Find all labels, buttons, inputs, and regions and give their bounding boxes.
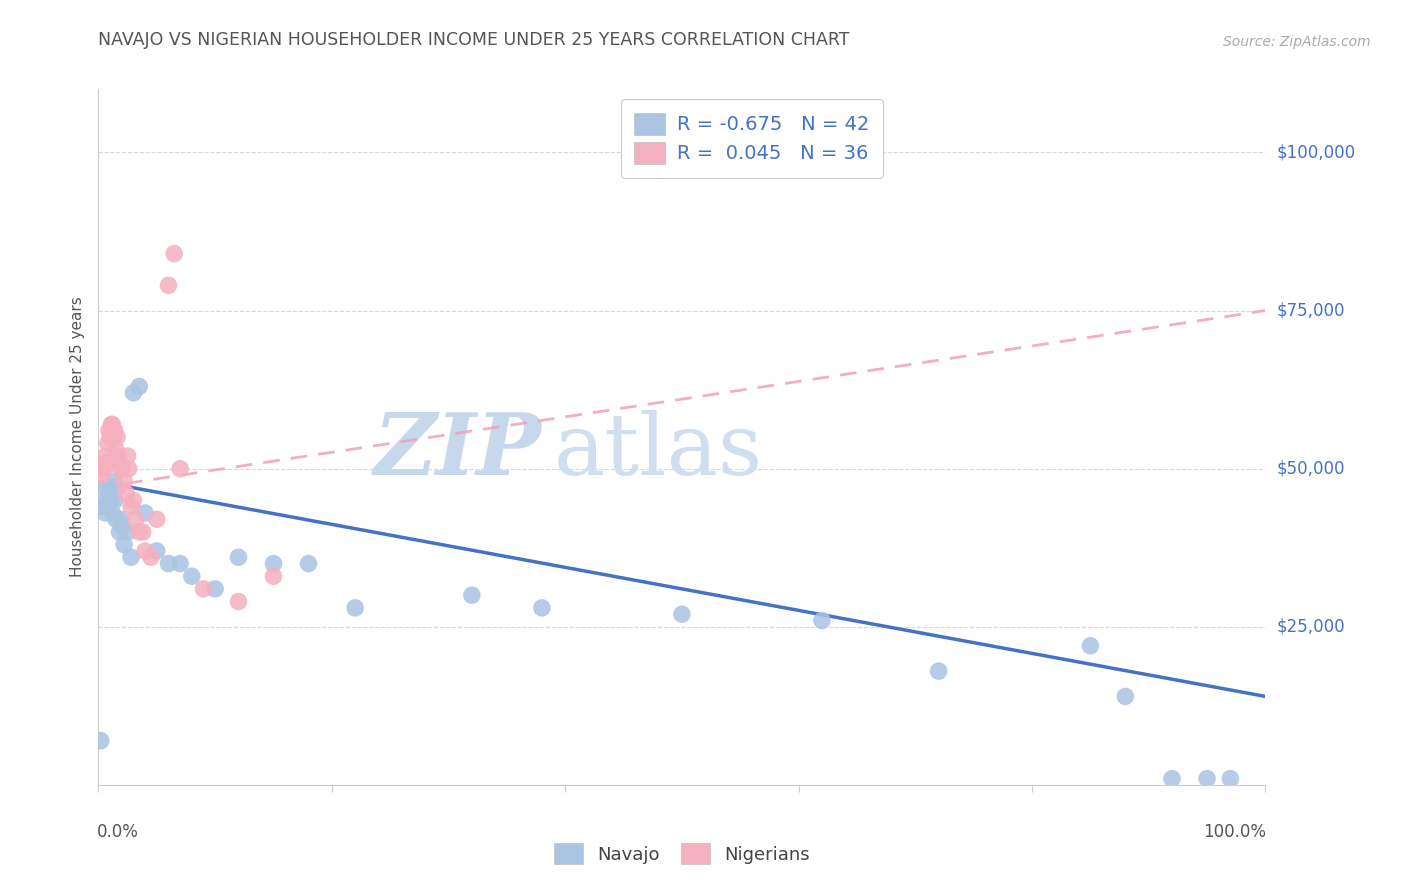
Point	[111, 518, 134, 533]
Point	[100, 493, 122, 508]
Point	[157, 557, 180, 571]
Point	[104, 442, 127, 457]
Point	[1080, 639, 1102, 653]
Point	[93, 481, 115, 495]
Text: NAVAJO VS NIGERIAN HOUSEHOLDER INCOME UNDER 25 YEARS CORRELATION CHART: NAVAJO VS NIGERIAN HOUSEHOLDER INCOME UN…	[98, 31, 849, 49]
Point	[98, 481, 121, 495]
Text: atlas: atlas	[554, 409, 762, 492]
Text: 0.0%: 0.0%	[97, 823, 139, 841]
Point	[146, 512, 169, 526]
Point	[125, 512, 148, 526]
Point	[97, 436, 120, 450]
Point	[1219, 772, 1241, 786]
Point	[96, 455, 118, 469]
Point	[146, 544, 169, 558]
Text: 100.0%: 100.0%	[1204, 823, 1267, 841]
Point	[107, 449, 129, 463]
Text: $25,000: $25,000	[1277, 618, 1346, 636]
Point	[104, 493, 127, 508]
Point	[928, 664, 950, 678]
Point	[111, 461, 134, 475]
Point	[530, 600, 553, 615]
Point	[94, 506, 117, 520]
Point	[96, 493, 118, 508]
Point	[262, 569, 284, 583]
Point	[163, 246, 186, 260]
Text: $100,000: $100,000	[1277, 144, 1355, 161]
Point	[132, 524, 155, 539]
Point	[90, 468, 112, 483]
Point	[1195, 772, 1218, 786]
Point	[120, 550, 142, 565]
Point	[97, 487, 120, 501]
Point	[93, 461, 115, 475]
Point	[110, 512, 132, 526]
Text: $50,000: $50,000	[1277, 459, 1346, 478]
Point	[157, 278, 180, 293]
Point	[110, 461, 132, 475]
Point	[108, 455, 131, 469]
Point	[117, 524, 139, 539]
Text: $75,000: $75,000	[1277, 301, 1346, 319]
Point	[105, 481, 128, 495]
Point	[90, 733, 112, 747]
Point	[115, 487, 138, 501]
Y-axis label: Householder Income Under 25 years: Householder Income Under 25 years	[70, 297, 86, 577]
Point	[134, 544, 156, 558]
Point	[108, 524, 131, 539]
Point	[122, 385, 145, 400]
Point	[262, 557, 284, 571]
Point	[1114, 690, 1136, 704]
Point	[94, 449, 117, 463]
Point	[103, 475, 125, 489]
Point	[811, 614, 834, 628]
Point	[97, 500, 120, 514]
Point	[120, 500, 142, 514]
Point	[117, 449, 139, 463]
Point	[128, 379, 150, 393]
Point	[118, 461, 141, 475]
Point	[101, 417, 124, 432]
Point	[169, 557, 191, 571]
Point	[91, 500, 114, 514]
Text: Source: ZipAtlas.com: Source: ZipAtlas.com	[1223, 35, 1371, 49]
Point	[104, 424, 127, 438]
Point	[461, 588, 484, 602]
Point	[112, 538, 135, 552]
Point	[180, 569, 202, 583]
Point	[100, 417, 122, 432]
Point	[122, 493, 145, 508]
Point	[228, 594, 250, 608]
Point	[98, 430, 121, 444]
Point	[344, 600, 367, 615]
Point	[103, 430, 125, 444]
Point	[105, 430, 128, 444]
Point	[204, 582, 226, 596]
Point	[128, 524, 150, 539]
Point	[104, 512, 127, 526]
Point	[97, 424, 120, 438]
Point	[1161, 772, 1184, 786]
Point	[112, 475, 135, 489]
Point	[297, 557, 319, 571]
Point	[193, 582, 215, 596]
Point	[169, 461, 191, 475]
Point	[139, 550, 162, 565]
Point	[101, 506, 124, 520]
Point	[228, 550, 250, 565]
Point	[671, 607, 693, 622]
Text: ZIP: ZIP	[374, 409, 541, 492]
Point	[91, 461, 114, 475]
Point	[134, 506, 156, 520]
Legend: Navajo, Nigerians: Navajo, Nigerians	[544, 834, 820, 873]
